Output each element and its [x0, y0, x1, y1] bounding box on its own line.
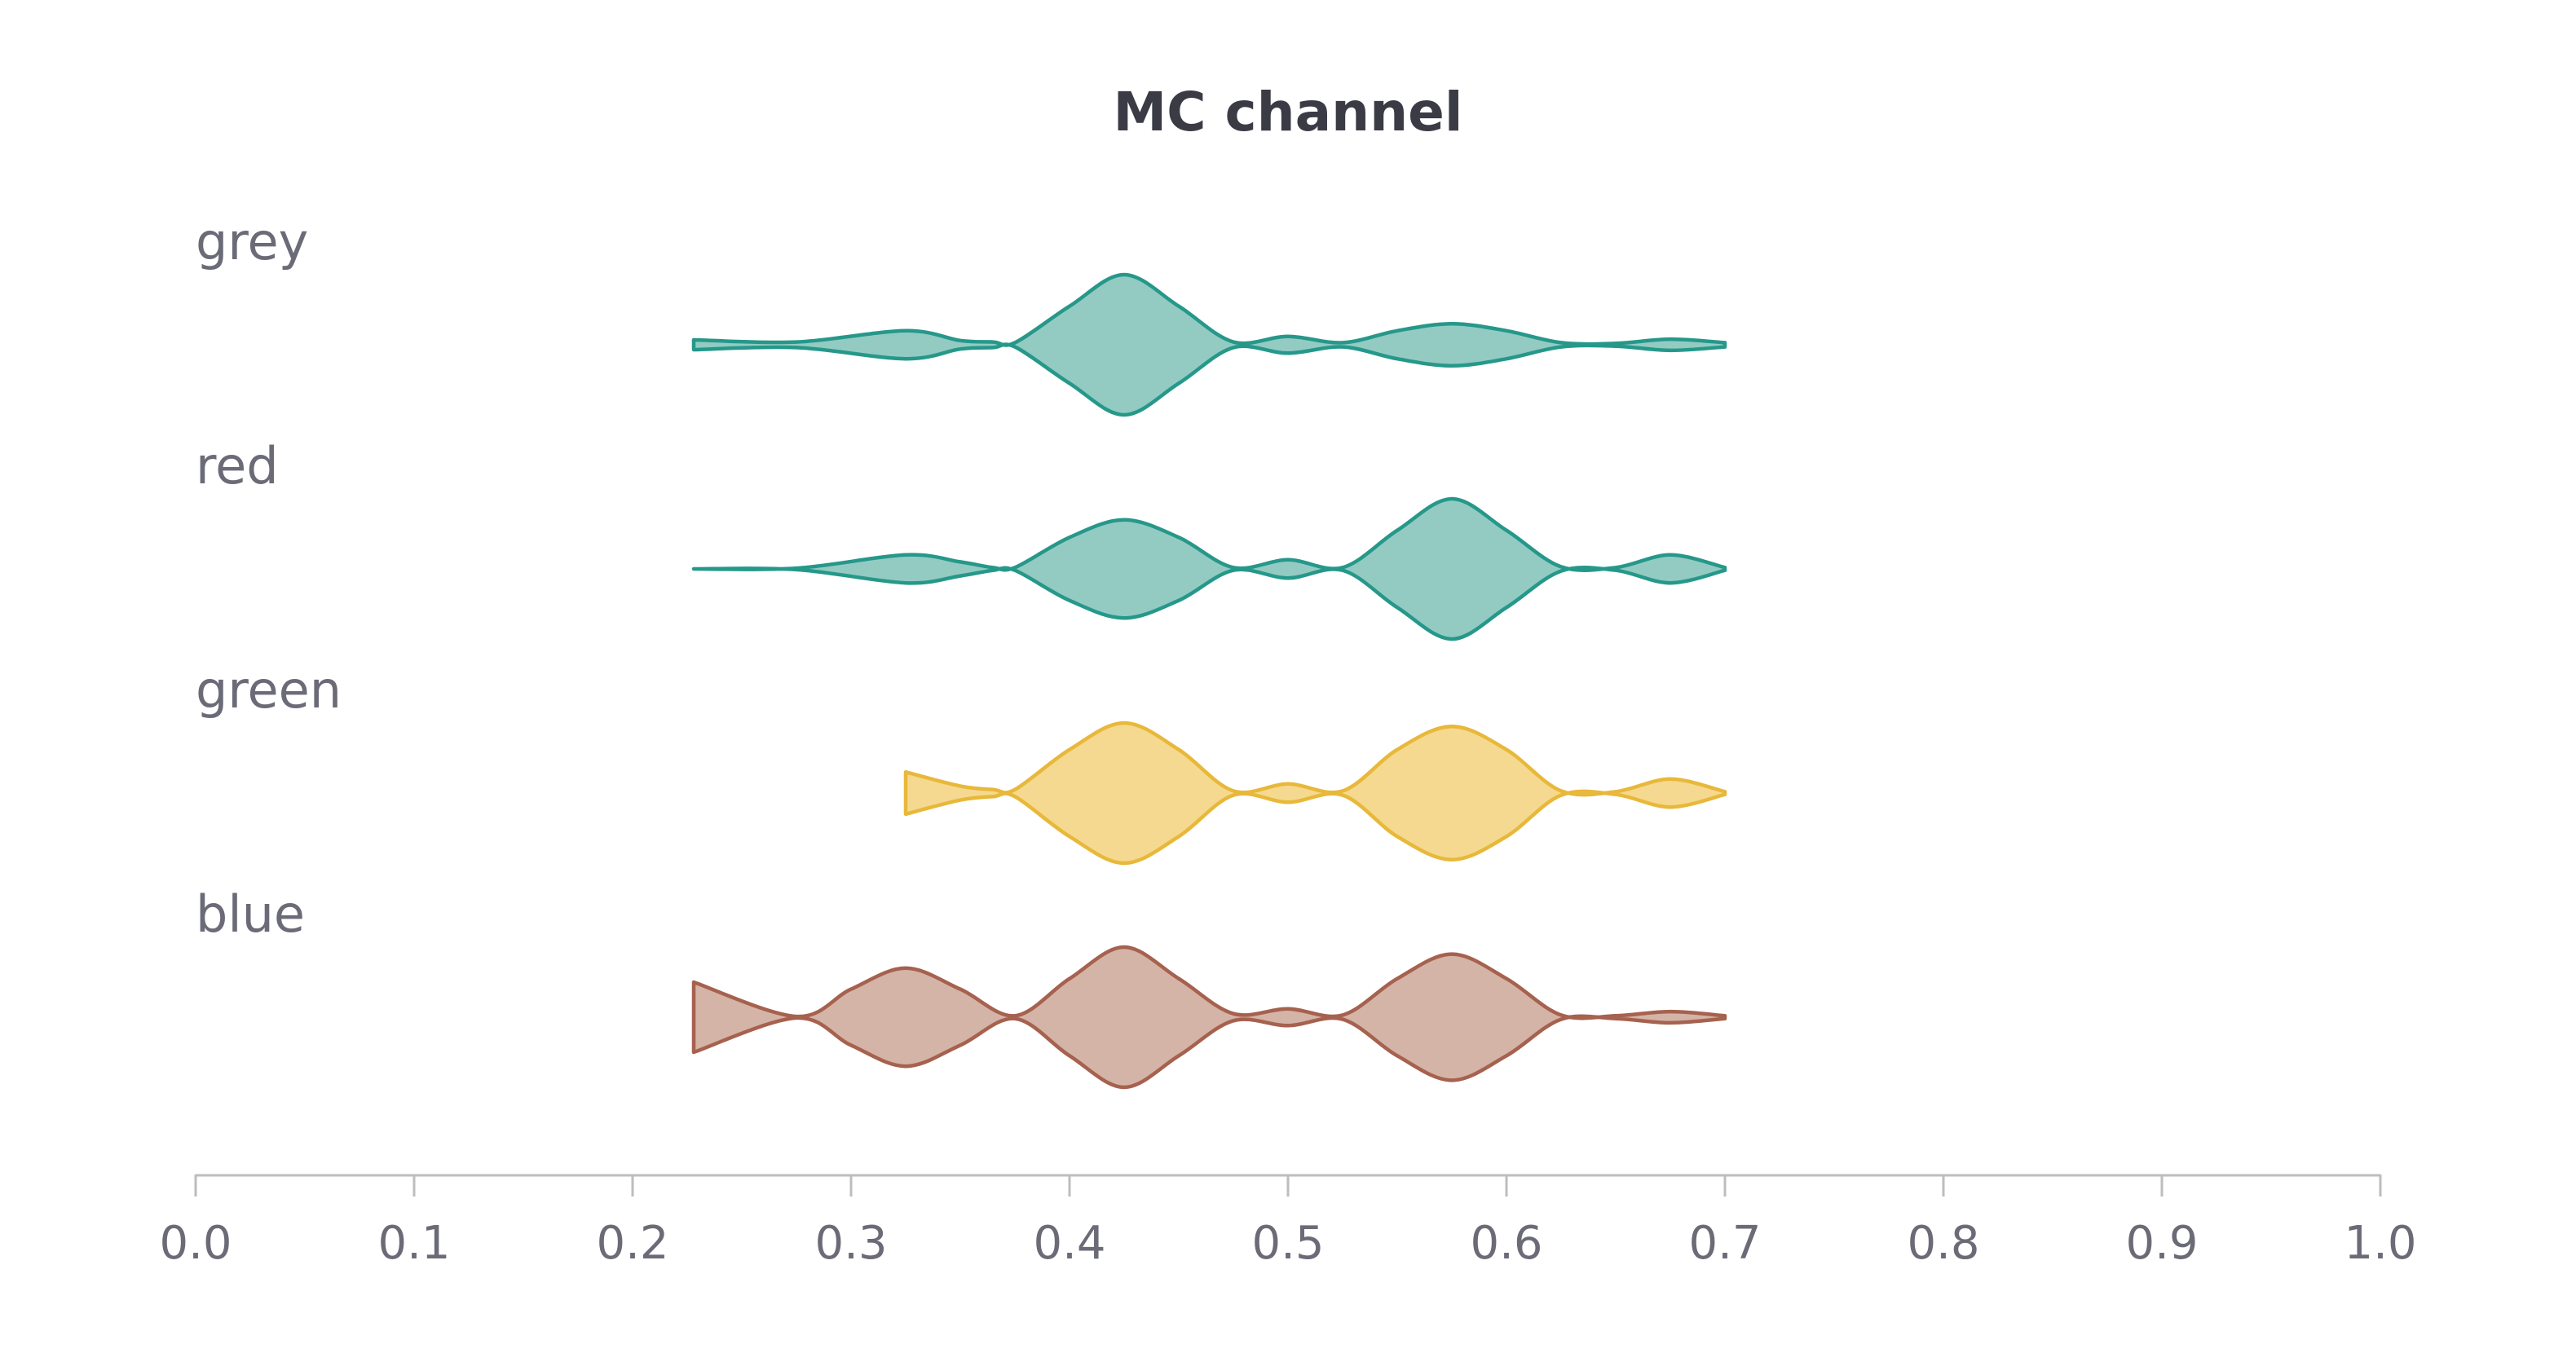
x-tick-label: 0.4: [1033, 1217, 1105, 1270]
x-tick-label: 0.7: [1688, 1217, 1761, 1270]
x-tick-label: 1.0: [2344, 1217, 2416, 1270]
x-tick-label: 0.0: [159, 1217, 232, 1270]
x-tick-label: 0.5: [1251, 1217, 1324, 1270]
x-tick-label: 0.1: [377, 1217, 450, 1270]
series-label-green: green: [196, 660, 342, 720]
violin-grey: [691, 272, 1727, 417]
x-tick-label: 0.2: [596, 1217, 668, 1270]
x-tick-label: 0.8: [1907, 1217, 1979, 1270]
violin-rows: grey red green blue: [196, 212, 1727, 1090]
x-tick-label: 0.6: [1470, 1217, 1542, 1270]
x-axis: 0.0 0.1 0.2 0.3 0.4 0.5 0.6 0.7 0.8 0.9 1.0: [159, 1174, 2417, 1270]
series-label-red: red: [196, 436, 279, 496]
chart-title: MC channel: [1113, 81, 1462, 143]
x-tick-label: 0.3: [814, 1217, 887, 1270]
violin-green: [903, 721, 1727, 866]
series-label-blue: blue: [196, 884, 305, 944]
violin-red: [691, 496, 1727, 641]
x-tick-label: 0.9: [2125, 1217, 2198, 1270]
series-label-grey: grey: [196, 212, 308, 271]
violin-blue: [691, 945, 1727, 1090]
